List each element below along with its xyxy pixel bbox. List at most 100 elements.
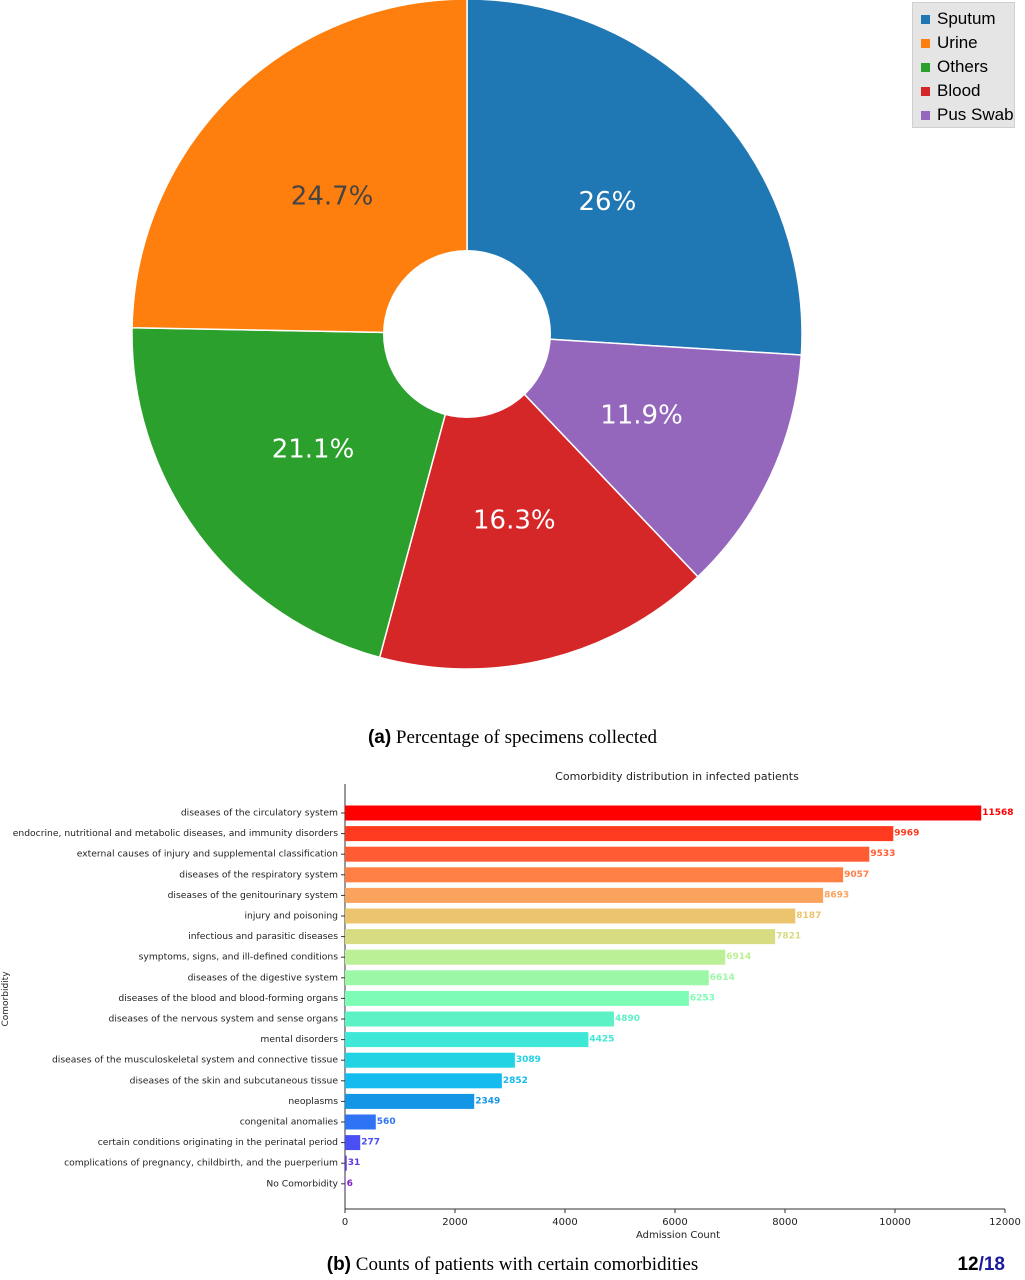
y-tick-label: neoplasms <box>288 1096 338 1107</box>
bar-mental-disorders <box>345 1032 589 1048</box>
y-tick-label: diseases of the digestive system <box>188 972 338 983</box>
comorbidity-bar-chart: Comorbidity distribution in infected pat… <box>1 770 1021 1241</box>
bar-neoplasms <box>345 1093 475 1109</box>
bar-value-label: 4890 <box>615 1014 640 1024</box>
pie-slice-urine <box>131 0 468 335</box>
bar-diseases-of-the-genitourinary-system <box>345 887 824 903</box>
bar-value-label: 2852 <box>503 1076 528 1086</box>
bar-value-label: 9533 <box>870 849 895 859</box>
bar-value-label: 11568 <box>982 808 1013 818</box>
y-axis-label: Comorbidity <box>1 971 11 1027</box>
bar-congenital-anomalies <box>345 1114 376 1130</box>
bar-value-label: 6614 <box>710 973 735 983</box>
pie-legend: Sputum Urine Others Blood Pus Swab <box>912 2 1015 128</box>
page-separator: / <box>978 1254 984 1275</box>
y-tick-label: diseases of the nervous system and sense… <box>109 1014 339 1025</box>
pie-slice-sputum <box>466 0 803 356</box>
y-tick-label: infectious and parasitic diseases <box>188 931 338 942</box>
x-tick-label: 12000 <box>989 1217 1021 1228</box>
caption-a: (a) Percentage of specimens collected <box>0 727 1025 749</box>
y-tick-label: diseases of the skin and subcutaneous ti… <box>130 1075 339 1086</box>
x-tick-label: 2000 <box>442 1217 467 1228</box>
legend-item-others: Others <box>921 55 1014 79</box>
y-tick-label: diseases of the blood and blood-forming … <box>118 993 338 1004</box>
legend-label: Pus Swab <box>937 105 1014 124</box>
legend-swatch <box>921 14 930 24</box>
caption-b-text: Counts of patients with certain comorbid… <box>351 1254 699 1275</box>
bar-diseases-of-the-circulatory-system <box>345 805 982 821</box>
bar-injury-and-poisoning <box>345 908 796 924</box>
bar-diseases-of-the-skin-and-subcutaneous-tissue <box>345 1073 502 1089</box>
pie-label-pus-swab: 11.9% <box>600 401 683 431</box>
y-tick-label: diseases of the respiratory system <box>179 869 338 880</box>
y-tick-label: complications of pregnancy, childbirth, … <box>64 1158 338 1169</box>
bar-diseases-of-the-blood-and-blood-forming-organs <box>345 990 689 1006</box>
bar-infectious-and-parasitic-diseases <box>345 929 776 945</box>
pie-slice-blood <box>378 332 699 670</box>
x-tick-label: 10000 <box>879 1217 911 1228</box>
pie-slice-others <box>131 326 468 659</box>
donut-hole <box>383 250 551 418</box>
bar-diseases-of-the-nervous-system-and-sense-organs <box>345 1011 614 1027</box>
bar-value-label: 31 <box>348 1158 361 1168</box>
x-tick-label: 0 <box>342 1217 348 1228</box>
bar-certain-conditions-originating-in-the-perinatal-period <box>345 1135 361 1151</box>
bar-symptoms-signs-and-ill-defined-conditions <box>345 949 726 965</box>
y-tick-label: congenital anomalies <box>240 1117 338 1128</box>
legend-label: Blood <box>937 81 981 100</box>
pie-label-blood: 16.3% <box>473 506 556 536</box>
bar-value-label: 6253 <box>690 993 715 1003</box>
y-tick-label: diseases of the circulatory system <box>181 808 338 819</box>
bar-endocrine-nutritional-and-metabolic-diseases-and-immunity-disorders <box>345 826 894 842</box>
x-tick-label: 8000 <box>772 1217 797 1228</box>
bar-value-label: 9057 <box>844 870 869 880</box>
legend-swatch <box>921 62 930 72</box>
legend-item-blood: Blood <box>921 79 1014 103</box>
bar-diseases-of-the-digestive-system <box>345 970 709 986</box>
pie-label-sputum: 26% <box>579 187 637 217</box>
caption-a-tag: (a) <box>367 727 392 748</box>
page-current: 12 <box>957 1254 979 1275</box>
bar-complications-of-pregnancy-childbirth-and-the-puerperium <box>345 1155 347 1171</box>
x-axis-label: Admission Count <box>636 1230 720 1241</box>
legend-item-sputum: Sputum <box>921 7 1014 31</box>
bar-diseases-of-the-musculoskeletal-system-and-connective-tissue <box>345 1052 515 1068</box>
y-tick-label: diseases of the genitourinary system <box>168 890 338 901</box>
bar-value-label: 8187 <box>796 911 821 921</box>
y-tick-label: symptoms, signs, and ill-defined conditi… <box>139 952 339 963</box>
legend-label: Sputum <box>937 9 996 28</box>
bar-chart-title: Comorbidity distribution in infected pat… <box>555 770 799 783</box>
x-tick-label: 6000 <box>662 1217 687 1228</box>
bar-value-label: 4425 <box>589 1035 614 1045</box>
bar-value-label: 560 <box>377 1117 396 1127</box>
y-tick-label: endocrine, nutritional and metabolic dis… <box>13 828 338 839</box>
x-tick-label: 4000 <box>552 1217 577 1228</box>
legend-item-pus-swab: Pus Swab <box>921 103 1014 127</box>
bar-value-label: 2349 <box>475 1096 500 1106</box>
y-tick-label: certain conditions originating in the pe… <box>98 1137 338 1148</box>
legend-item-urine: Urine <box>921 31 1014 55</box>
bar-value-label: 9969 <box>894 829 919 839</box>
legend-swatch <box>921 110 930 120</box>
bar-diseases-of-the-respiratory-system <box>345 867 844 883</box>
legend-label: Others <box>937 57 989 76</box>
page-number: 12/18 <box>957 1254 1005 1276</box>
y-tick-label: diseases of the musculoskeletal system a… <box>52 1055 338 1066</box>
bar-no-comorbidity <box>345 1176 346 1192</box>
legend-swatch <box>921 38 930 48</box>
bar-value-label: 6914 <box>726 952 751 962</box>
bar-value-label: 3089 <box>516 1055 541 1065</box>
specimen-donut-chart: 26% 11.9% 16.3% 21.1% 24.7% <box>131 0 803 670</box>
bar-value-label: 6 <box>347 1179 353 1189</box>
bar-external-causes-of-injury-and-supplemental-classification <box>345 846 870 862</box>
caption-b-tag: (b) <box>326 1254 352 1275</box>
y-tick-label: injury and poisoning <box>244 911 338 922</box>
bar-value-label: 277 <box>361 1138 380 1148</box>
legend-swatch <box>921 86 930 96</box>
legend-label: Urine <box>937 33 978 52</box>
caption-a-text: Percentage of specimens collected <box>391 727 658 748</box>
pie-label-others: 21.1% <box>272 435 355 465</box>
bar-value-label: 7821 <box>776 932 801 942</box>
caption-b: (b) Counts of patients with certain como… <box>0 1254 1025 1276</box>
y-tick-label: mental disorders <box>260 1034 338 1045</box>
